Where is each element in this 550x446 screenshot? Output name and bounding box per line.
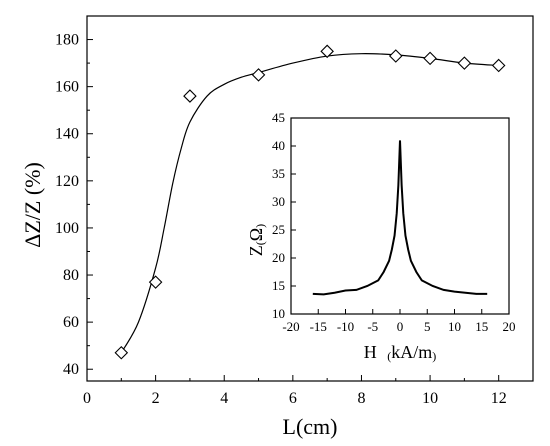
inset-x-axis-symbol: H	[364, 342, 377, 362]
main-y-axis-label: ΔZ/Z (%)	[20, 162, 45, 248]
main-x-tick-label: 10	[422, 390, 438, 407]
inset-x-tick-label: 20	[503, 319, 516, 334]
main-y-tick-label: 180	[55, 32, 79, 49]
main-y-tick-label: 100	[55, 220, 79, 237]
inset-y-tick-label: 15	[272, 278, 285, 293]
main-x-tick-label: 6	[289, 390, 297, 407]
inset-plot: -20 -15 -10 -5 0 5 10 15 20 10 15 20 25 30 35 40 45 H (…	[246, 110, 516, 363]
inset-x-axis-label: H (kA/m)	[364, 342, 437, 363]
inset-x-tick-label: -5	[367, 319, 378, 334]
data-point	[183, 89, 197, 103]
data-point	[114, 345, 129, 360]
inset-x-tick-label: 15	[475, 319, 488, 334]
main-y-tick-label: 80	[63, 267, 79, 284]
data-point	[423, 51, 437, 66]
inset-x-tick-label: -15	[310, 319, 327, 334]
main-y-tick-label: 160	[55, 79, 79, 96]
main-x-tick-label: 4	[220, 390, 228, 407]
inset-y-axis-label: Z(Ω)	[246, 224, 267, 256]
inset-x-tick-label: 5	[424, 319, 431, 334]
data-point	[491, 58, 506, 73]
main-y-tick-label: 60	[63, 314, 79, 331]
main-y-tick-label: 40	[63, 361, 79, 378]
inset-y-tick-label: 25	[272, 222, 285, 237]
data-point	[320, 44, 334, 59]
inset-y-tick-label: 10	[272, 306, 285, 321]
inset-x-tick-label: -20	[282, 319, 299, 334]
inset-series-line	[312, 140, 488, 296]
main-x-tick-label: 0	[83, 390, 91, 407]
main-x-tick-label: 8	[357, 390, 365, 407]
inset-x-tick-label: 0	[397, 319, 404, 334]
main-y-tick-label: 120	[55, 173, 79, 190]
inset-y-tick-label: 40	[272, 138, 285, 153]
inset-y-tick-label: 20	[272, 250, 285, 265]
inset-y-axis: 10 15 20 25 30 35 40 45	[272, 110, 296, 321]
main-x-tick-label: 12	[491, 390, 507, 407]
main-x-tick-label: 2	[152, 390, 160, 407]
main-y-tick-label: 140	[55, 126, 79, 143]
main-x-axis-label: L(cm)	[283, 414, 338, 439]
inset-x-axis: -20 -15 -10 -5 0 5 10 15 20	[282, 309, 516, 334]
inset-y-tick-label: 30	[272, 194, 285, 209]
data-point	[251, 68, 266, 82]
inset-y-axis-unit: Ω	[246, 228, 266, 241]
data-point	[388, 49, 403, 63]
inset-x-axis-unit: kA/m	[391, 342, 432, 362]
data-points	[114, 44, 506, 360]
inset-y-axis-symbol: Z	[246, 245, 266, 256]
main-plot-frame	[86, 15, 534, 382]
inset-y-tick-label: 35	[272, 166, 285, 181]
main-x-axis: 0 2 4 6 8 10 12	[83, 375, 507, 407]
inset-x-tick-label: 10	[448, 319, 461, 334]
main-y-axis: 40 60 80 100 120 140 160 180	[55, 32, 93, 378]
data-point	[148, 275, 163, 289]
inset-x-tick-label: -10	[337, 319, 354, 334]
inset-y-tick-label: 45	[272, 110, 285, 125]
data-point	[457, 56, 472, 70]
